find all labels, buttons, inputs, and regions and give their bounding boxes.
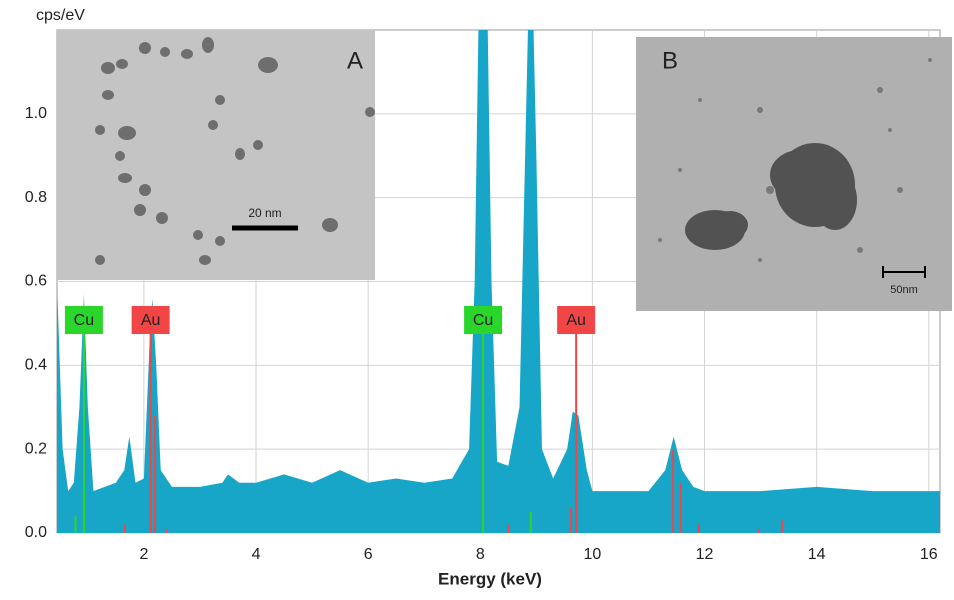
- x-tick-label: 16: [920, 546, 938, 563]
- plot: [57, 30, 940, 533]
- y-axis-label: cps/eV: [36, 7, 85, 24]
- marker-box: [64, 306, 103, 334]
- marker-labels: Cu Au Cu Au: [64, 306, 596, 334]
- y-tick-label: 1.0: [25, 105, 47, 122]
- x-axis-label: Energy (keV): [438, 569, 542, 588]
- y-tick-label: 0.6: [25, 273, 47, 290]
- x-tick-label: 10: [584, 546, 602, 563]
- marker-box: [557, 306, 596, 334]
- particles: [95, 37, 375, 265]
- x-tick-label: 14: [808, 546, 826, 563]
- inset-label: A: [347, 47, 363, 74]
- specks: [658, 58, 932, 262]
- x-tick-label: 12: [696, 546, 714, 563]
- marker-box: [464, 306, 503, 334]
- marker-label: Cu: [74, 312, 94, 329]
- x-tick-label: 8: [476, 546, 485, 563]
- y-tick-label: 0.2: [25, 440, 47, 457]
- marker-label: Au: [141, 312, 161, 329]
- marker-label: Au: [566, 312, 586, 329]
- y-tick-label: 0.0: [25, 524, 47, 541]
- inset-a: 20 nm A: [57, 30, 375, 280]
- marker-label: Cu: [473, 312, 493, 329]
- x-tick-label: 2: [139, 546, 148, 563]
- clusters: [685, 143, 857, 250]
- marker-box: [131, 306, 170, 334]
- x-tick-label: 6: [364, 546, 373, 563]
- y-tick-label: 0.4: [25, 357, 47, 374]
- inset-label: B: [662, 47, 678, 74]
- scale-label: 20 nm: [248, 206, 281, 220]
- y-tick-label: 0.8: [25, 189, 47, 206]
- inset-b: 50nm B: [636, 37, 952, 311]
- x-tick-label: 4: [252, 546, 261, 563]
- scale-label: 50nm: [890, 284, 918, 296]
- spectrum-area: [57, 30, 940, 533]
